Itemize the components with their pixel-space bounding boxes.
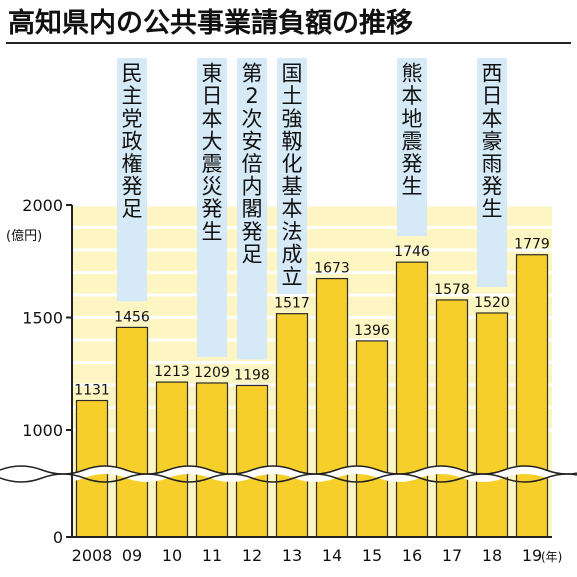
value-label: 1779 bbox=[514, 237, 550, 253]
axis-break-wave-top bbox=[0, 466, 577, 482]
bar bbox=[515, 254, 549, 538]
value-label: 1578 bbox=[434, 282, 470, 298]
event-band bbox=[477, 58, 507, 287]
chart-title: 高知県内の公共事業請負額の推移 bbox=[8, 7, 413, 39]
event-label: 第 2 次安倍内閣発足 bbox=[242, 62, 263, 267]
event-bands bbox=[117, 58, 507, 360]
event-label: 国土強靱化基本法成立 bbox=[282, 62, 303, 289]
x-tick-label: 17 bbox=[442, 546, 462, 565]
grid-lines bbox=[72, 203, 552, 432]
x-tick-label: 13 bbox=[282, 546, 302, 565]
bar bbox=[435, 299, 469, 538]
value-label: 1746 bbox=[394, 244, 430, 260]
x-tick-label: 10 bbox=[162, 546, 182, 565]
y-tick-label: 1000 bbox=[22, 421, 63, 440]
value-label: 1673 bbox=[314, 261, 350, 277]
value-label: 1213 bbox=[154, 364, 190, 380]
bar bbox=[195, 382, 229, 538]
y-tick-labels: 0 1000 1500 2000 bbox=[22, 196, 72, 547]
event-band bbox=[117, 58, 147, 302]
x-tick-label: 15 bbox=[362, 546, 382, 565]
x-tick-label: 11 bbox=[202, 546, 222, 565]
x-tick-label: 18 bbox=[482, 546, 502, 565]
value-label: 1520 bbox=[474, 295, 510, 311]
event-label: 西日本豪雨発生 bbox=[482, 62, 503, 222]
x-tick-label: 2008 bbox=[72, 546, 113, 565]
event-label: 熊本地震発生 bbox=[402, 62, 423, 199]
bar bbox=[115, 326, 149, 538]
y-tick-label: 0 bbox=[53, 528, 63, 547]
value-label: 1131 bbox=[74, 383, 110, 399]
value-label: 1517 bbox=[274, 296, 310, 312]
axis-break-line-upper bbox=[0, 465, 577, 475]
bar bbox=[155, 381, 189, 538]
bar bbox=[475, 312, 509, 538]
x-axis-unit-label: (年) bbox=[541, 550, 562, 564]
event-band bbox=[397, 58, 427, 237]
value-labels: 1131 1456 1213 1209 1198 1517 1673 1396 1746 1578… bbox=[74, 237, 550, 399]
event-label: 民主党政権発足 bbox=[122, 62, 143, 222]
value-label: 1396 bbox=[354, 323, 390, 339]
bar bbox=[315, 277, 349, 538]
x-tick-labels: 2008 09 10 11 12 13 14 15 16 17 18 19 bbox=[72, 546, 543, 565]
axis-break bbox=[0, 465, 577, 483]
x-tick-label: 12 bbox=[242, 546, 262, 565]
event-label: 東日本大震災発生 bbox=[202, 62, 223, 244]
bar bbox=[355, 340, 389, 538]
x-tick-label: 09 bbox=[122, 546, 142, 565]
axes bbox=[71, 205, 552, 538]
value-label: 1209 bbox=[194, 365, 230, 381]
y-axis-unit-label: (億円) bbox=[6, 228, 42, 244]
bar bbox=[395, 261, 429, 538]
x-tick-label: 16 bbox=[402, 546, 422, 565]
x-tick-label: 14 bbox=[322, 546, 342, 565]
event-band bbox=[197, 58, 227, 357]
bar bbox=[235, 384, 269, 538]
x-tick-label: 19 bbox=[522, 546, 542, 565]
y-tick-label: 1500 bbox=[22, 309, 63, 328]
value-label: 1198 bbox=[234, 367, 270, 383]
event-band bbox=[277, 58, 307, 294]
bar bbox=[275, 313, 309, 538]
value-label: 1456 bbox=[114, 309, 150, 325]
bars bbox=[75, 254, 549, 538]
event-band bbox=[237, 58, 267, 360]
y-tick-label: 2000 bbox=[22, 196, 63, 215]
axis-break-line-lower bbox=[0, 473, 577, 483]
